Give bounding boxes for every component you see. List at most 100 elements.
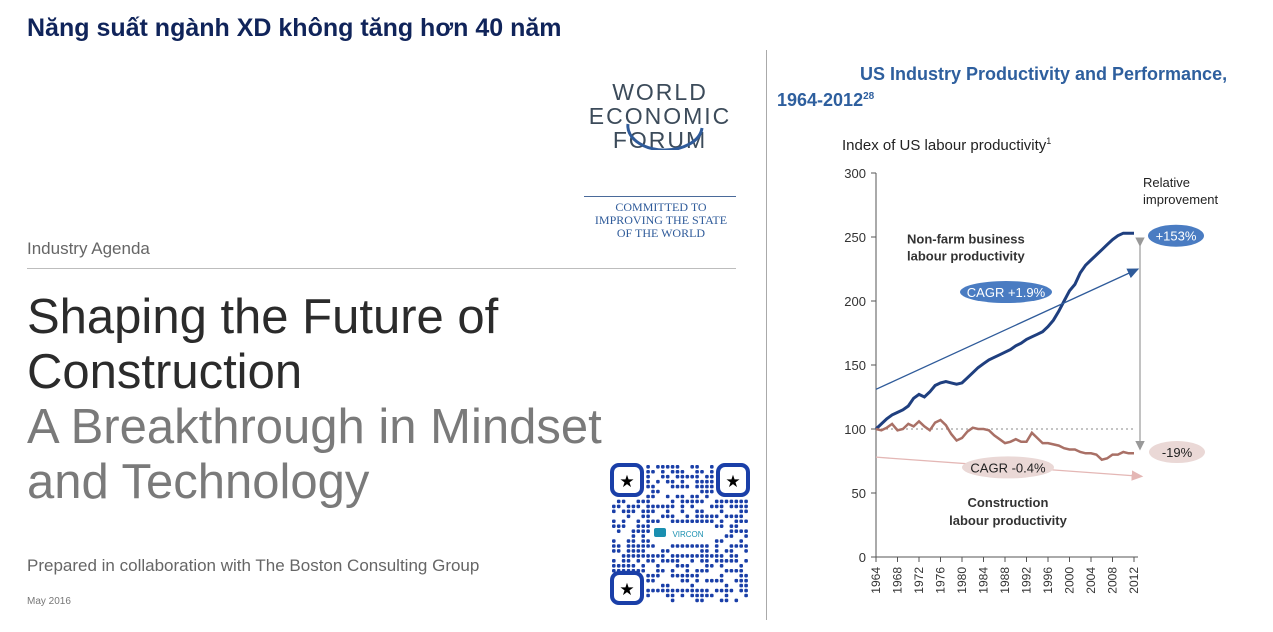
qr-module xyxy=(719,588,724,593)
qr-module xyxy=(646,465,650,469)
qr-module xyxy=(710,489,714,494)
qr-module xyxy=(641,549,645,553)
qr-code[interactable]: ★ ★ ★ VIRCON xyxy=(610,463,750,605)
qr-module xyxy=(685,484,690,489)
qr-module xyxy=(724,559,729,563)
qr-module xyxy=(675,588,680,593)
qr-module xyxy=(675,564,680,568)
qr-module xyxy=(744,544,748,548)
qr-module xyxy=(705,494,709,499)
qr-module xyxy=(700,544,704,548)
qr-module xyxy=(612,559,616,563)
y-tick-label: 150 xyxy=(844,358,866,373)
qr-module xyxy=(744,534,748,538)
qr-module xyxy=(646,529,650,533)
qr-module xyxy=(646,494,650,499)
qr-module xyxy=(724,549,729,553)
series-line-nonfarm xyxy=(874,231,1134,431)
qr-module xyxy=(670,568,675,573)
qr-module xyxy=(675,465,680,469)
qr-module xyxy=(705,489,709,494)
qr-module xyxy=(641,514,645,519)
qr-module xyxy=(680,519,685,524)
qr-module xyxy=(641,534,645,538)
qr-module xyxy=(641,539,645,543)
qr-module xyxy=(646,509,650,514)
qr-module xyxy=(641,524,645,528)
qr-module xyxy=(661,568,665,573)
qr-module xyxy=(700,549,704,553)
qr-module xyxy=(724,499,729,504)
qr-module xyxy=(739,578,743,583)
x-tick-label: 1988 xyxy=(998,567,1012,594)
qr-module xyxy=(626,514,631,519)
qr-module xyxy=(739,519,743,524)
qr-module xyxy=(685,499,690,504)
qr-module xyxy=(636,559,641,563)
qr-module xyxy=(651,573,655,578)
qr-module xyxy=(734,524,739,528)
qr-module xyxy=(651,494,655,499)
qr-module xyxy=(695,588,699,593)
qr-module xyxy=(631,504,636,509)
qr-module xyxy=(685,514,690,519)
qr-module xyxy=(724,593,729,598)
qr-module xyxy=(690,573,694,578)
qr-module xyxy=(665,474,670,479)
svg-text:★: ★ xyxy=(619,472,634,491)
tagline-line: IMPROVING THE STATE xyxy=(594,213,728,227)
qr-module xyxy=(695,593,699,598)
qr-module xyxy=(685,573,690,578)
qr-module xyxy=(705,554,709,558)
qr-module xyxy=(636,554,641,558)
qr-module xyxy=(680,469,685,474)
qr-module xyxy=(621,499,626,504)
qr-module xyxy=(729,588,734,593)
relative-improvement-label: Relative improvement xyxy=(1143,175,1219,207)
qr-module xyxy=(646,484,650,489)
qr-module xyxy=(690,494,694,499)
qr-module xyxy=(744,519,748,524)
qr-module xyxy=(661,549,665,553)
qr-center-label: VIRCON xyxy=(672,530,703,539)
qr-module xyxy=(616,564,621,568)
qr-module xyxy=(739,529,743,533)
qr-module xyxy=(670,519,675,524)
qr-module xyxy=(714,559,719,563)
qr-module xyxy=(739,544,743,548)
qr-module xyxy=(675,484,680,489)
y-tick-label: 200 xyxy=(844,294,866,309)
report-date: May 2016 xyxy=(27,596,71,607)
qr-module xyxy=(714,549,719,553)
qr-module xyxy=(739,568,743,573)
qr-module xyxy=(714,514,719,519)
qr-module xyxy=(612,509,616,514)
qr-module xyxy=(675,469,680,474)
qr-module xyxy=(636,529,641,533)
productivity-chart: Index of US labour productivity1 0 50 100 1… xyxy=(842,136,1219,594)
qr-module xyxy=(612,549,616,553)
qr-module xyxy=(646,474,650,479)
wef-tagline: COMMITTED TO IMPROVING THE STATE OF THE … xyxy=(578,201,744,240)
qr-module xyxy=(729,559,734,563)
qr-module xyxy=(734,499,739,504)
qr-module xyxy=(661,469,665,474)
qr-module xyxy=(651,588,655,593)
qr-module xyxy=(719,504,724,509)
qr-module xyxy=(626,539,631,543)
qr-module xyxy=(631,534,636,538)
qr-module xyxy=(690,474,694,479)
qr-module xyxy=(729,568,734,573)
qr-module xyxy=(612,564,616,568)
qr-module xyxy=(616,524,621,528)
qr-module xyxy=(651,489,655,494)
x-tick-label: 1984 xyxy=(977,567,991,594)
qr-module xyxy=(665,559,670,563)
qr-module xyxy=(656,465,660,469)
qr-module xyxy=(710,479,714,484)
qr-module xyxy=(651,484,655,489)
qr-module xyxy=(705,578,709,583)
qr-module xyxy=(744,573,748,578)
qr-module xyxy=(680,494,685,499)
qr-module xyxy=(714,539,719,543)
